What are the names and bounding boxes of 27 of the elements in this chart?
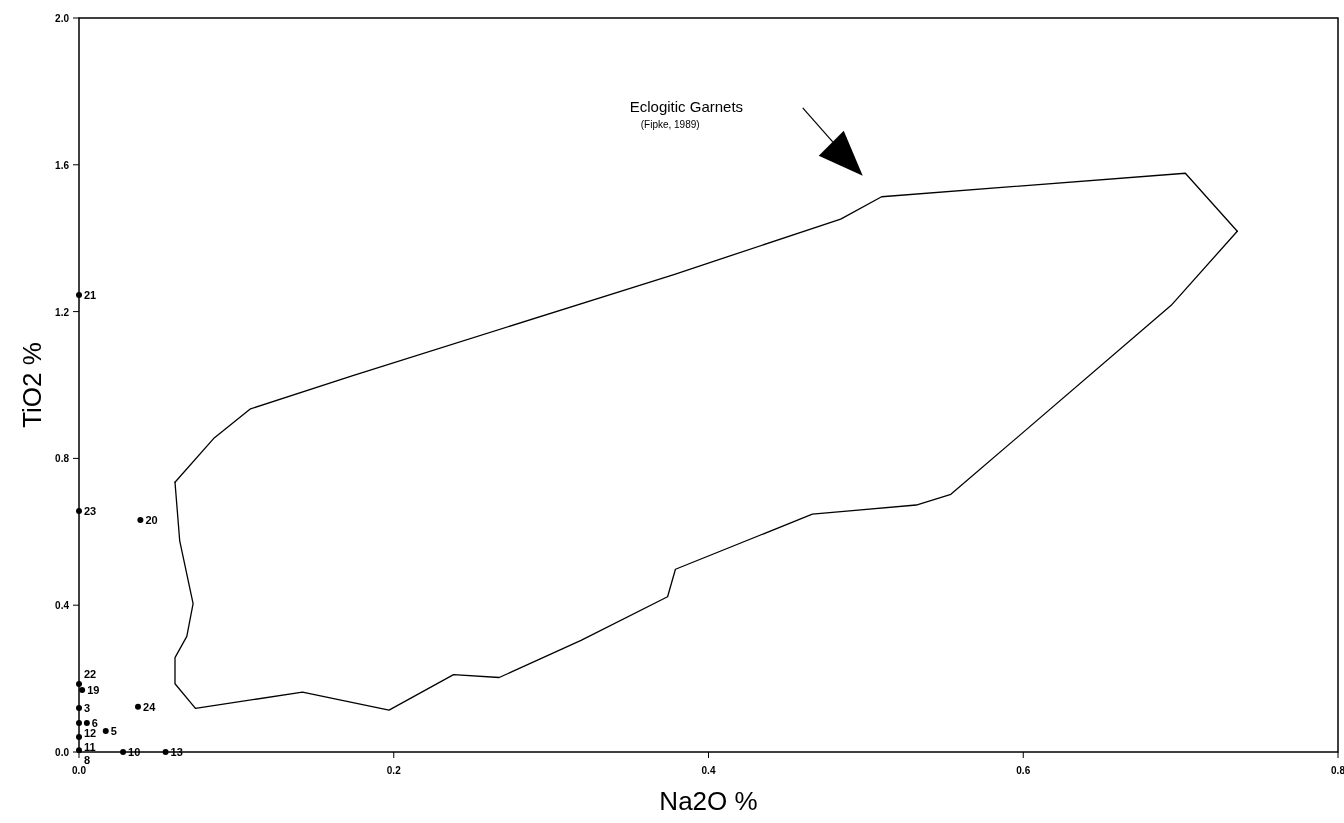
series-label: 20	[145, 514, 158, 527]
x-tick-label: 0.2	[386, 765, 402, 776]
series-label: 12	[84, 727, 97, 740]
series-label: 24	[143, 700, 157, 713]
annotation: (Fipke, 1989)	[640, 118, 700, 130]
series-label: 8	[84, 754, 91, 767]
y-tick-label: 2.0	[55, 13, 70, 24]
x-tick-label: 0.6	[1016, 765, 1031, 776]
x-tick-label: 0.8	[1331, 765, 1344, 776]
y-tick-label: 1.6	[55, 159, 70, 171]
series-label: 6	[91, 717, 98, 730]
y-axis-title: TiO2 %	[17, 342, 47, 428]
series-label: 22	[84, 668, 97, 681]
annotation: Eclogitic Garnets	[629, 97, 744, 115]
x-axis-title: Na2O %	[659, 786, 758, 816]
series-label: 5	[110, 725, 117, 738]
series-label: 19	[87, 683, 100, 696]
series-label: 23	[84, 504, 97, 517]
x-tick-label: 0.4	[701, 765, 716, 776]
y-tick-label: 1.2	[55, 306, 70, 318]
series-label: 21	[84, 289, 97, 302]
series-label: 3	[84, 701, 91, 714]
y-tick-label: 0.8	[55, 453, 70, 465]
y-tick-label: 0.0	[55, 747, 70, 758]
series-label: 11	[84, 740, 96, 753]
y-tick-label: 0.4	[55, 600, 70, 612]
x-tick-label: 0.0	[72, 765, 87, 776]
